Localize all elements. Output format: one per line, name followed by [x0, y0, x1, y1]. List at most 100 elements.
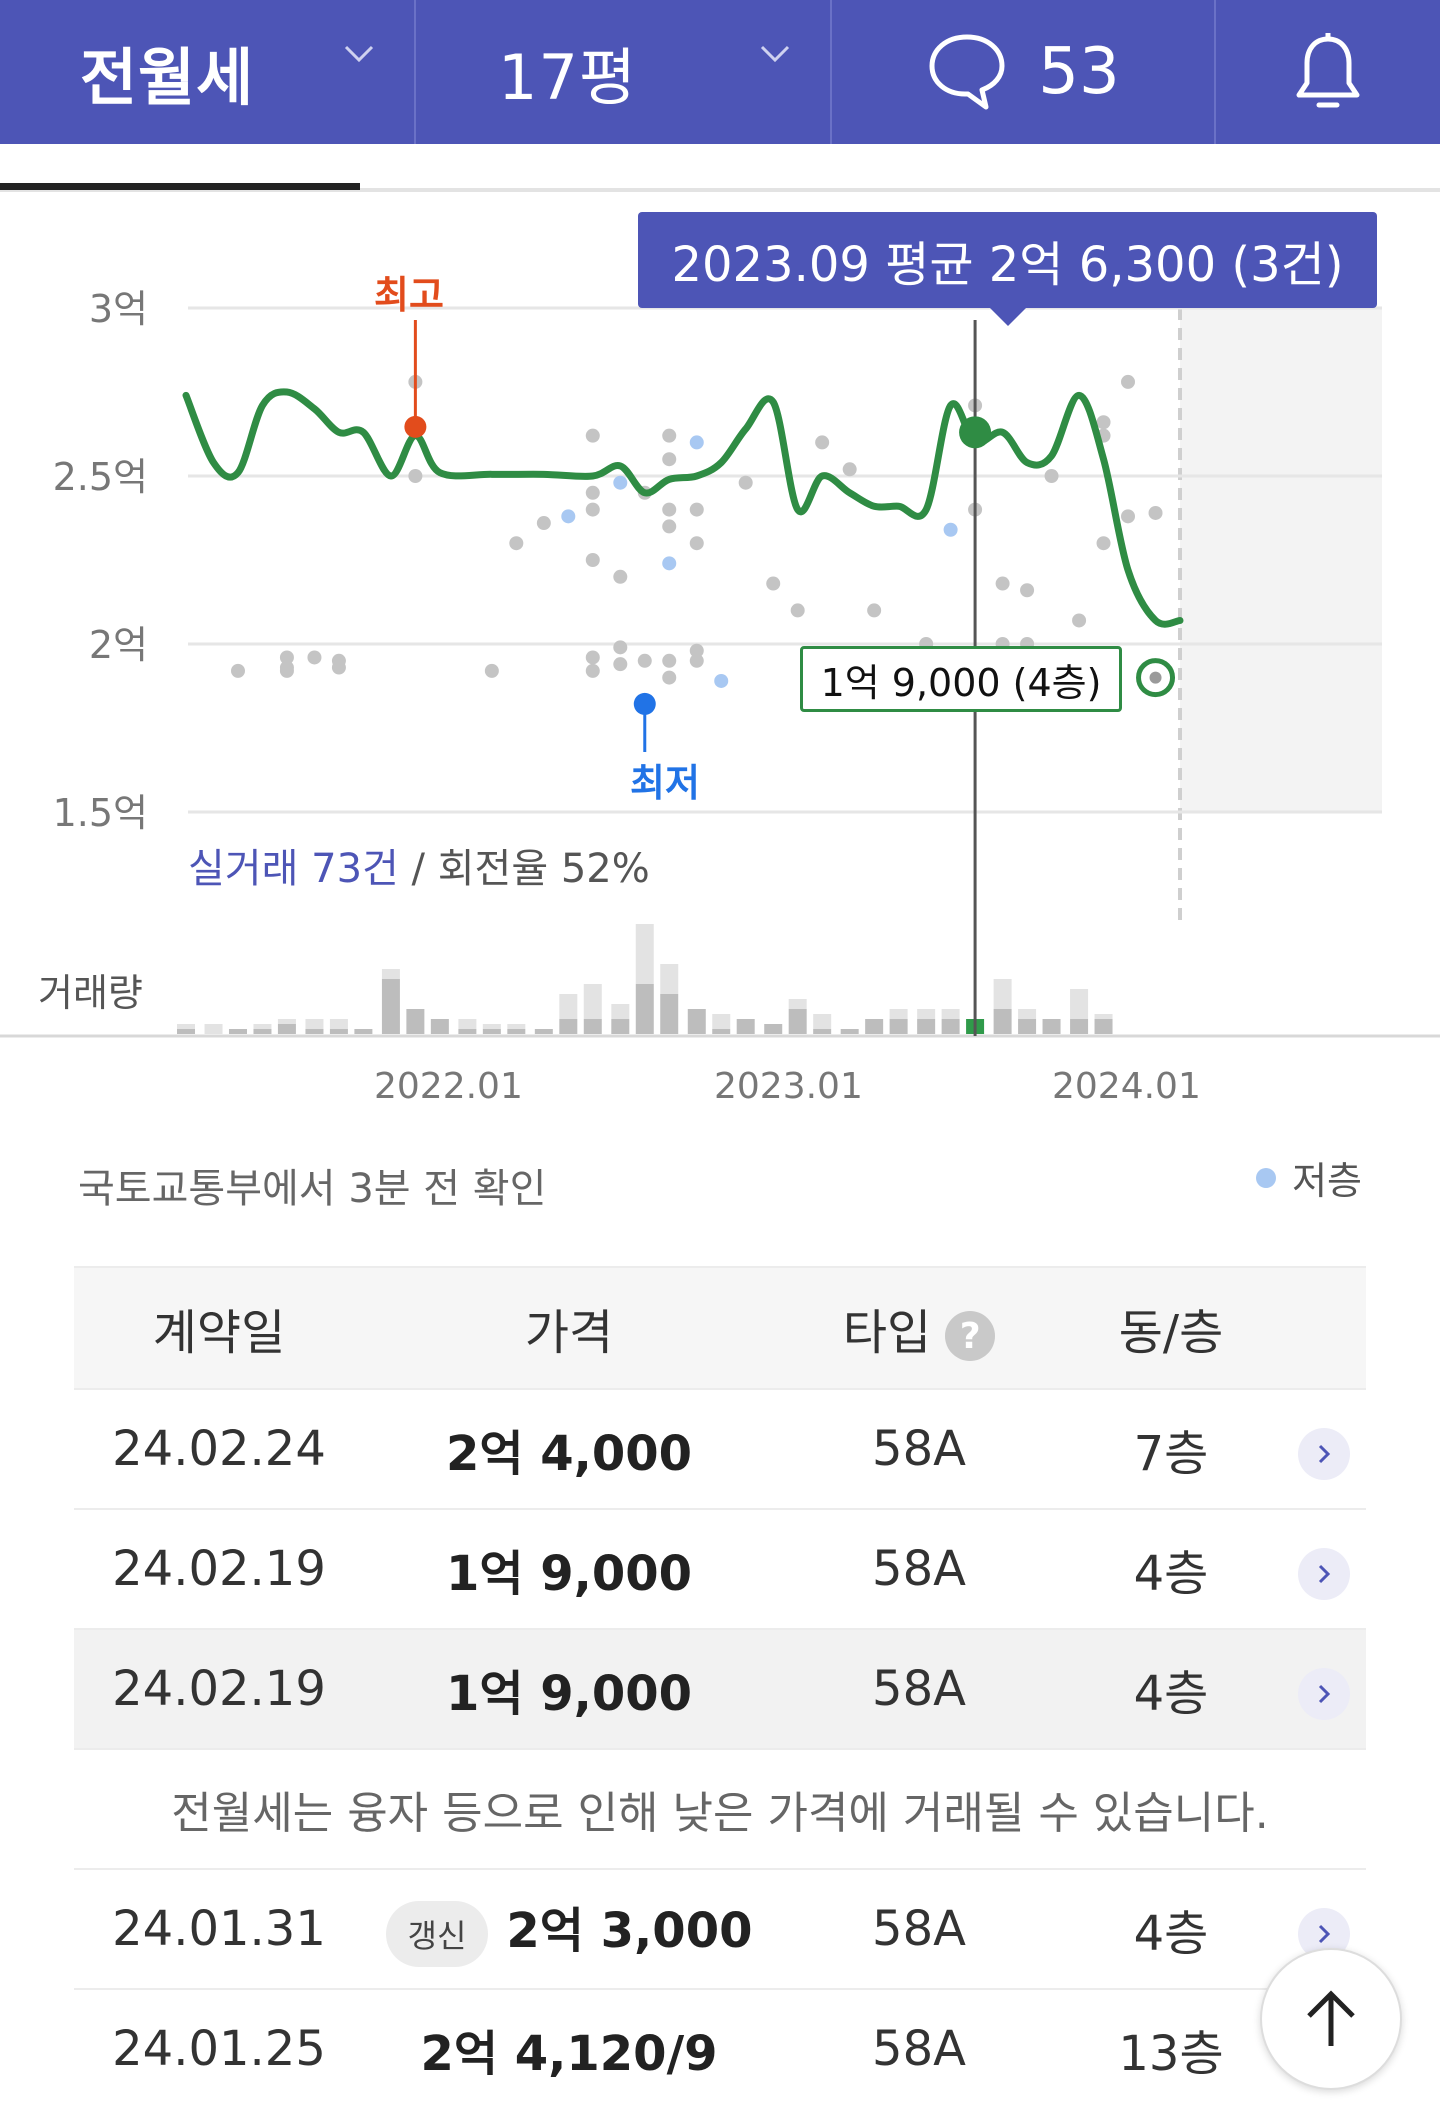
arrow-up-icon [1307, 1990, 1355, 2046]
volume-bar [993, 1009, 1012, 1034]
trade-dot [613, 640, 628, 655]
chevron-right-icon[interactable] [1298, 1548, 1350, 1600]
volume-bar-total [204, 1024, 223, 1034]
volume-bar-total [507, 1024, 526, 1029]
volume-bar [1070, 1019, 1089, 1034]
trade-dot [637, 653, 652, 668]
volume-bar-total [329, 1019, 348, 1029]
size-dropdown[interactable]: 17평 [414, 0, 830, 144]
trade-dot [867, 603, 882, 618]
trade-dot [1121, 374, 1136, 389]
trade-dot [1096, 415, 1111, 430]
header-type-label: 타입 [842, 1305, 932, 1361]
trade-dot [331, 660, 346, 675]
trade-dot [585, 502, 600, 517]
renewal-badge: 갱신 [385, 1901, 489, 1967]
legend-dot [1256, 1167, 1277, 1188]
trade-dot [662, 428, 677, 443]
chevron-right-icon[interactable] [1298, 1428, 1350, 1480]
trade-dot [714, 673, 729, 688]
volume-bar [917, 1019, 936, 1034]
table-row[interactable]: 24.02.19 1억 9,000 58A 4층 [74, 1508, 1366, 1628]
volume-bar [660, 994, 679, 1034]
scroll-to-top-button[interactable] [1260, 1948, 1402, 2090]
header-date: 계약일 [152, 1305, 286, 1361]
comments-button[interactable]: 53 [830, 0, 1214, 144]
table-header: 계약일 가격 타입? 동/층 [74, 1266, 1366, 1388]
row-price-value: 2억 3,000 [506, 1903, 753, 1959]
size-label: 17평 [498, 41, 637, 114]
row-date: 24.02.19 [112, 1541, 326, 1597]
table-row[interactable]: 24.01.25 2억 4,120/9 58A 13층 [74, 1988, 1366, 2104]
price-chart[interactable]: 3억 2.5억 2억 1.5억 [0, 196, 1440, 1096]
trade-dot [689, 502, 704, 517]
help-icon[interactable]: ? [945, 1311, 996, 1361]
trade-dot [662, 452, 677, 467]
volume-bar [406, 1009, 425, 1034]
trade-dot [1044, 469, 1059, 483]
selected-average-dot [959, 416, 992, 449]
volume-bar [381, 979, 400, 1034]
row-type: 58A [872, 2021, 966, 2077]
volume-bar [583, 1019, 602, 1034]
deal-type-dropdown[interactable]: 전월세 [0, 0, 414, 144]
x-tick-label: 2024.01 [1052, 1066, 1201, 1107]
header-type: 타입? [774, 1293, 1064, 1363]
trade-dot [766, 576, 781, 591]
volume-bar-total [381, 969, 400, 979]
volume-bar [788, 1009, 807, 1034]
volume-bar [559, 1019, 578, 1034]
y-tick-label: 2.5억 [53, 455, 148, 499]
table-row-selected[interactable]: 24.02.19 1억 9,000 58A 4층 [74, 1628, 1366, 1748]
trade-dot [613, 475, 628, 490]
volume-bar [865, 1019, 884, 1034]
trade-dot [230, 663, 245, 678]
top-bar: 전월세 17평 53 [0, 0, 1440, 144]
deal-type-label: 전월세 [80, 41, 255, 114]
volume-bar [941, 1019, 960, 1034]
volume-bar-total [583, 984, 602, 1019]
legend-low-floor-label: 저층 [1292, 1159, 1362, 1203]
chevron-right-icon[interactable] [1298, 1668, 1350, 1720]
volume-bar [813, 1029, 832, 1034]
volume-bar-total [635, 924, 654, 984]
trade-dot [1096, 536, 1111, 551]
volume-bar-total [482, 1024, 501, 1029]
legend-low-floor: 저층 [1256, 1150, 1362, 1205]
notification-button[interactable] [1214, 0, 1440, 144]
trade-dot [585, 428, 600, 443]
volume-bar [635, 984, 654, 1034]
trade-dot [815, 435, 830, 450]
chevron-down-icon [344, 45, 374, 63]
row-floor: 13층 [1118, 2026, 1224, 2082]
volume-bar-total [305, 1019, 324, 1029]
table-row[interactable]: 24.02.24 2억 4,000 58A 7층 [74, 1388, 1366, 1508]
trade-dot [662, 502, 677, 517]
lowest-marker [633, 692, 656, 715]
row-price: 갱신 2억 3,000 [364, 1891, 774, 1967]
trade-dot [1020, 583, 1035, 598]
header-floor: 동/층 [1118, 1305, 1224, 1361]
trade-dot [585, 485, 600, 500]
volume-bar-total [889, 1009, 908, 1019]
row-price-value: 1억 9,000 [445, 1666, 693, 1722]
trade-dot [613, 569, 628, 584]
trade-count[interactable]: 실거래 73건 [188, 846, 399, 892]
volume-bar [1094, 1019, 1113, 1034]
trade-dot [585, 553, 600, 567]
trade-dot [662, 556, 677, 571]
selected-trade-dot [1149, 671, 1162, 684]
table-row[interactable]: 24.01.31 갱신 2억 3,000 58A 4층 [74, 1868, 1366, 1988]
row-price: 1억 9,000 [364, 1654, 774, 1724]
trade-dot [995, 576, 1010, 591]
header-price: 가격 [524, 1305, 614, 1361]
x-tick-label: 2022.01 [374, 1066, 523, 1107]
row-price: 1억 9,000 [364, 1534, 774, 1604]
trade-dot [509, 536, 524, 551]
volume-bar-total [177, 1024, 195, 1029]
volume-bar-total [611, 1004, 630, 1019]
volume-bar [228, 1029, 247, 1034]
trade-dot [561, 509, 576, 524]
row-date: 24.02.24 [112, 1421, 326, 1477]
volume-bar [736, 1019, 755, 1034]
